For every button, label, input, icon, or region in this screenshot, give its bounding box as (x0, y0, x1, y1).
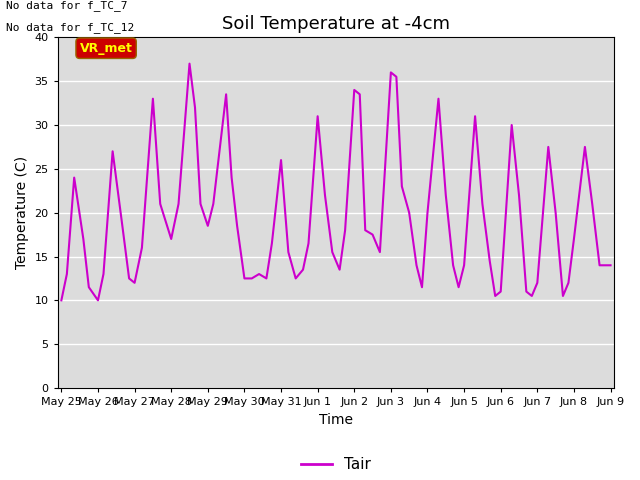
Text: No data for f_TC_12: No data for f_TC_12 (6, 22, 134, 33)
X-axis label: Time: Time (319, 413, 353, 427)
Y-axis label: Temperature (C): Temperature (C) (15, 156, 29, 269)
Legend: Tair: Tair (295, 451, 377, 479)
Text: No data for f_TC_7: No data for f_TC_7 (6, 0, 128, 11)
Text: VR_met: VR_met (79, 42, 132, 55)
Title: Soil Temperature at -4cm: Soil Temperature at -4cm (222, 15, 450, 33)
